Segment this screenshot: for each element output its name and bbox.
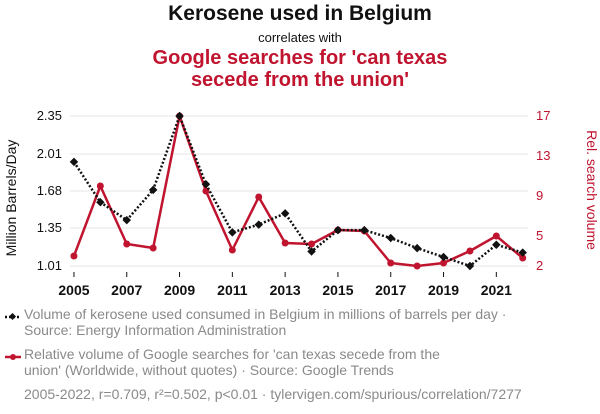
legend-swatch-searches bbox=[5, 354, 21, 360]
series-kerosene-point bbox=[360, 225, 369, 235]
series-searches-point bbox=[492, 232, 500, 240]
legend-searches-line-2: union' (Worldwide, without quotes) · Sou… bbox=[24, 362, 394, 378]
series-group bbox=[69, 111, 527, 271]
series-searches-point bbox=[519, 254, 527, 262]
legend-kerosene-line-2: Source: Energy Information Administratio… bbox=[24, 322, 287, 338]
series-searches-point bbox=[413, 262, 421, 270]
gridlines bbox=[70, 115, 528, 267]
x-tick-label: 2015 bbox=[322, 282, 353, 298]
series-kerosene-point bbox=[175, 111, 184, 121]
chart-subtitle: Google searches for 'can texas secede fr… bbox=[0, 47, 600, 91]
series-searches-point bbox=[387, 259, 395, 267]
series-searches-line bbox=[72, 114, 524, 268]
series-searches-point bbox=[70, 252, 78, 260]
subtitle-line-2: secede from the union' bbox=[190, 69, 410, 91]
series-searches-point bbox=[308, 240, 316, 248]
series-kerosene-point bbox=[439, 252, 448, 262]
x-tick-label: 2007 bbox=[111, 282, 142, 298]
legend-kerosene-line-1: Volume of kerosene used consumed in Belg… bbox=[24, 306, 507, 322]
x-axis-ticks: 2005 2007 2009 2011 2013 2015 2017 2019 2021 bbox=[58, 272, 512, 298]
series-kerosene-point bbox=[69, 157, 79, 167]
right-tick-label: 5 bbox=[536, 228, 543, 243]
series-kerosene-line bbox=[72, 112, 524, 268]
right-tick-label: 13 bbox=[536, 148, 550, 163]
left-axis-ticks: 1.01 1.35 1.68 2.01 2.35 bbox=[37, 108, 62, 273]
legend-searches-line-1: Relative volume of Google searches for '… bbox=[24, 346, 440, 362]
left-tick-label: 2.35 bbox=[37, 108, 62, 123]
subtitle-line-1: Google searches for 'can texas bbox=[152, 47, 448, 69]
right-axis-label: Rel. search volume bbox=[584, 130, 600, 250]
series-kerosene-point bbox=[148, 185, 158, 195]
series-searches-point bbox=[466, 247, 474, 255]
series-searches-point bbox=[440, 259, 448, 267]
series-kerosene-point bbox=[228, 228, 237, 237]
series-kerosene-point bbox=[333, 225, 343, 235]
left-tick-label: 1.01 bbox=[37, 258, 62, 273]
x-tick-label: 2019 bbox=[428, 282, 459, 298]
series-searches-point bbox=[255, 193, 263, 201]
left-tick-label: 2.01 bbox=[37, 146, 62, 161]
legend-searches: Relative volume of Google searches for '… bbox=[24, 346, 584, 378]
x-tick-label: 2005 bbox=[58, 282, 89, 298]
chart-title: Kerosene used in Belgium bbox=[168, 2, 432, 25]
series-kerosene-point bbox=[96, 197, 105, 207]
right-tick-label: 17 bbox=[536, 108, 550, 123]
footer-stats: 2005-2022, r=0.709, r²=0.502, p<0.01 · t… bbox=[24, 386, 522, 402]
x-tick-label: 2013 bbox=[270, 282, 301, 298]
left-axis-label: Million Barrels/Day bbox=[3, 140, 19, 257]
series-kerosene-point bbox=[122, 215, 131, 225]
x-tick-label: 2021 bbox=[481, 282, 512, 298]
x-tick-label: 2017 bbox=[375, 282, 406, 298]
series-searches-point bbox=[228, 246, 236, 254]
legend-kerosene: Volume of kerosene used consumed in Belg… bbox=[24, 306, 584, 338]
right-tick-label: 2 bbox=[536, 258, 543, 273]
series-searches-point bbox=[281, 239, 289, 247]
series-kerosene-point bbox=[307, 247, 316, 256]
series-kerosene-point bbox=[492, 240, 501, 249]
series-kerosene-point bbox=[201, 180, 211, 189]
x-tick-label: 2009 bbox=[164, 282, 195, 298]
legend-swatch-kerosene bbox=[5, 313, 21, 321]
chart-connector: correlates with bbox=[258, 30, 342, 45]
series-kerosene-point bbox=[386, 233, 395, 243]
right-tick-label: 9 bbox=[536, 188, 543, 203]
series-searches-point bbox=[149, 244, 157, 252]
series-kerosene-point bbox=[412, 243, 422, 253]
series-kerosene-point bbox=[465, 261, 475, 271]
right-axis-ticks: 2 5 9 13 17 bbox=[536, 108, 550, 273]
x-tick-label: 2011 bbox=[217, 282, 248, 298]
series-searches-point bbox=[123, 240, 131, 248]
series-kerosene-point bbox=[280, 209, 290, 218]
left-tick-label: 1.35 bbox=[37, 220, 62, 235]
left-tick-label: 1.68 bbox=[37, 183, 62, 198]
series-searches-point bbox=[96, 182, 104, 190]
